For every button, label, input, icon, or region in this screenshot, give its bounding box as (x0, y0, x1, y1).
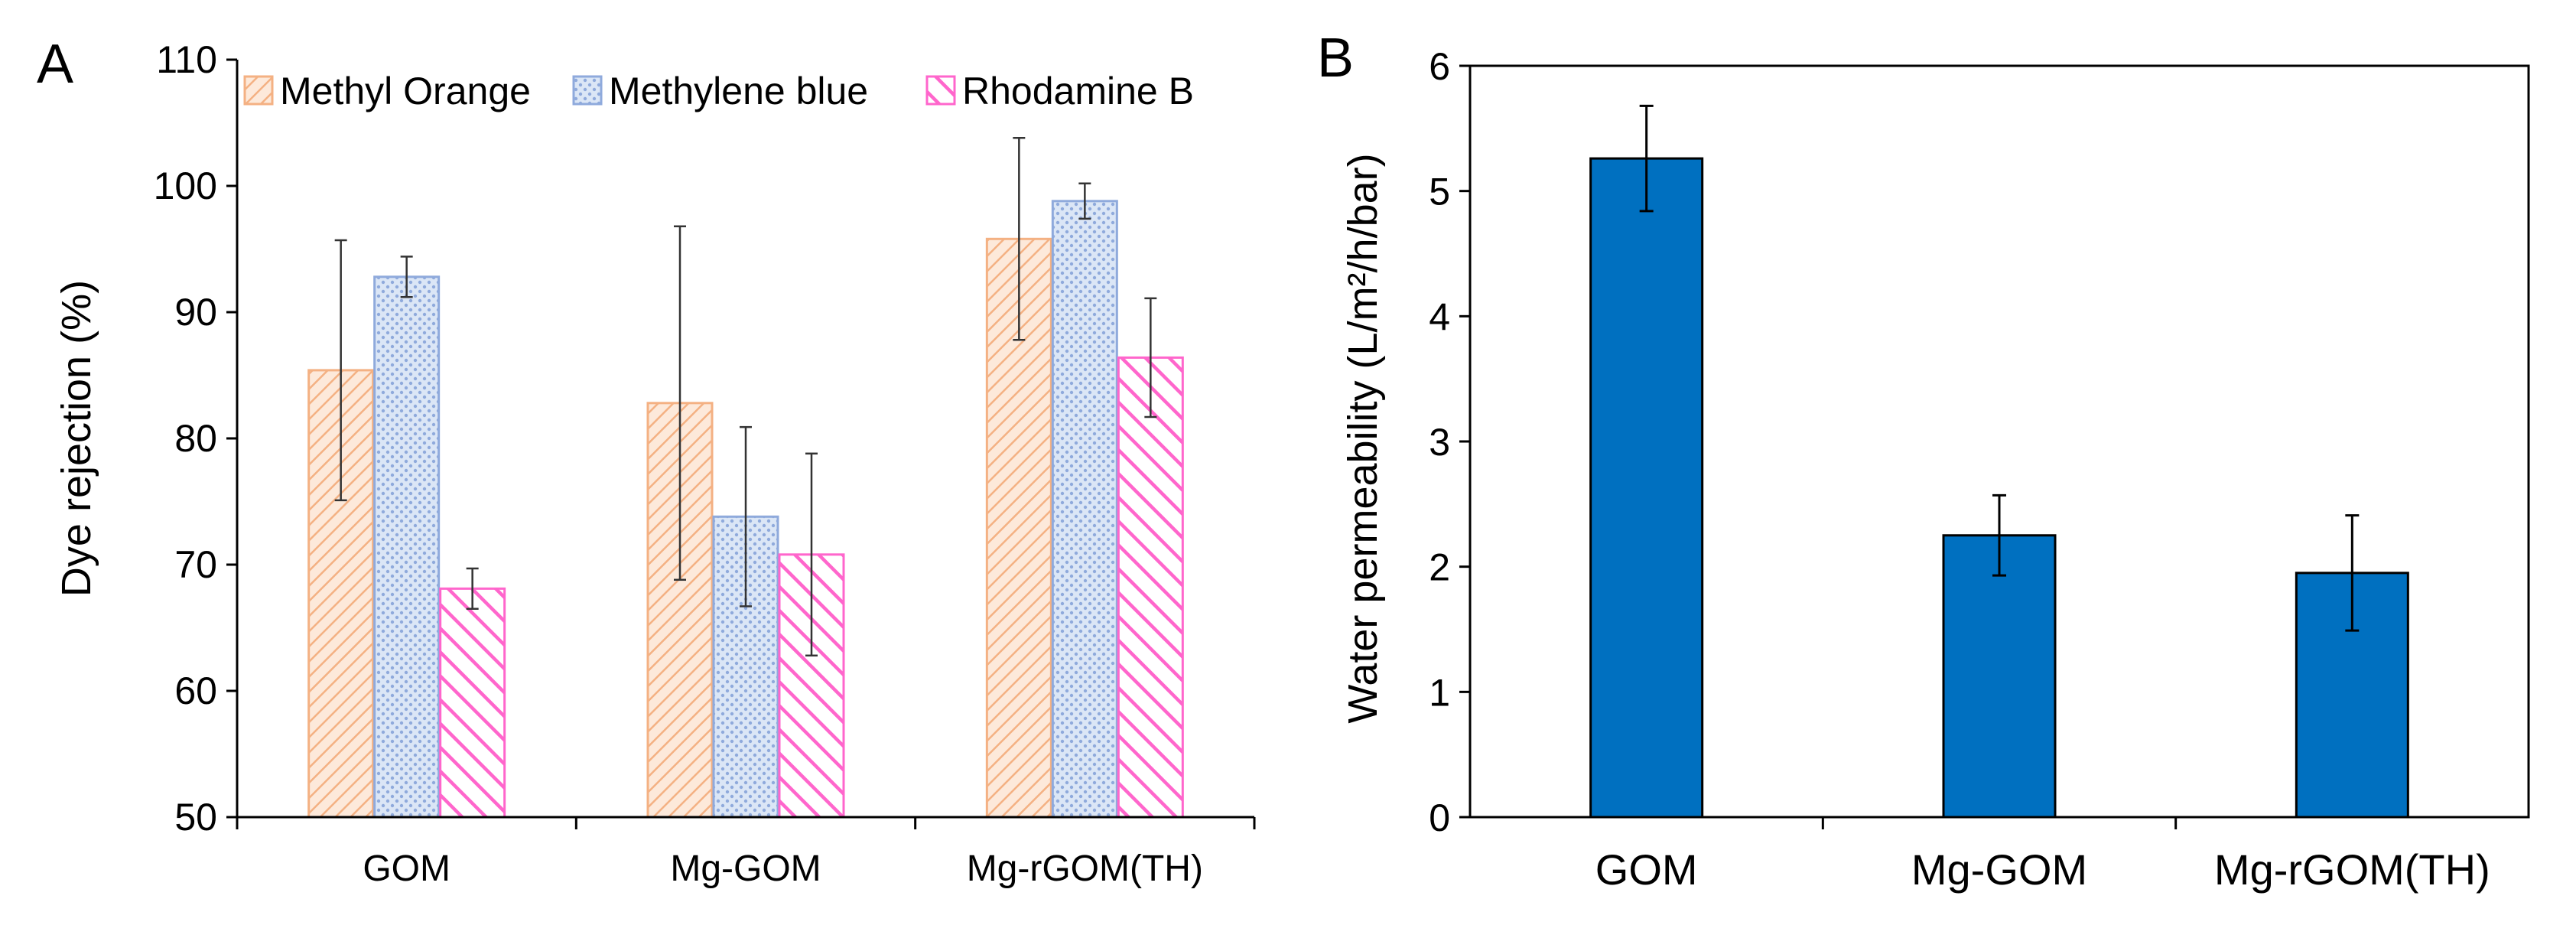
chart-b-category-label: GOM (1595, 845, 1698, 894)
chart-a-bar (439, 587, 506, 819)
chart-a-y-tick-label: 90 (174, 291, 217, 334)
chart-a-bar (646, 402, 714, 819)
chart-a-legend: Methyl Orange Methylene blue Rhodamine B (243, 70, 1194, 112)
chart-a-legend-swatch (925, 75, 956, 106)
chart-a-category-label: Mg-GOM (670, 848, 821, 889)
chart-b-y-tick-label: 0 (1429, 796, 1450, 839)
chart-a-bar (1117, 356, 1184, 819)
chart-a-legend-swatch (243, 75, 274, 106)
chart-a-y-tick-label: 100 (154, 164, 217, 207)
chart-a-y-tick-label: 50 (174, 796, 217, 839)
chart-a-legend-swatch (572, 75, 603, 106)
chart-b-bar (1589, 157, 1704, 819)
chart-a-y-tick-label: 60 (174, 669, 217, 712)
panel-label-b: B (1317, 28, 1354, 89)
chart-a-category-label: Mg-rGOM(TH) (967, 848, 1203, 889)
chart-b: 0 1 2 3 4 5 6 GOM Mg-GOM Mg-rGOM(TH) Water permea… (1340, 45, 2530, 894)
chart-b-error-bars (1639, 104, 2360, 632)
chart-a-ticks: 50 60 70 80 90 100 110 GOM Mg-GOM Mg-rGOM(TH) (154, 38, 1256, 889)
chart-a-y-axis-label: Dye rejection (%) (54, 280, 99, 597)
chart-a-category-label: GOM (363, 848, 450, 889)
chart-b-category-label: Mg-rGOM(TH) (2214, 845, 2490, 894)
chart-b-y-axis-label: Water permeability (L/m²/h/bar) (1340, 153, 1386, 723)
chart-a-y-tick-label: 110 (156, 38, 217, 81)
panel-label-a: A (37, 34, 73, 95)
chart-b-bar (1942, 534, 2057, 819)
chart-b-y-tick-label: 6 (1429, 45, 1450, 88)
chart-b-y-tick-label: 5 (1429, 171, 1450, 213)
chart-a: 50 60 70 80 90 100 110 GOM Mg-GOM Mg-rGOM(TH) Dye… (54, 38, 1256, 889)
chart-b-y-tick-label: 2 (1429, 546, 1450, 589)
chart-b-bars (1589, 157, 2409, 819)
chart-a-bar (1051, 200, 1118, 819)
chart-a-legend-label: Rhodamine B (962, 70, 1194, 112)
chart-a-y-tick-label: 80 (174, 417, 217, 460)
chart-a-error-bars (334, 137, 1157, 657)
chart-a-bar (373, 275, 441, 819)
chart-a-y-tick-label: 70 (174, 543, 217, 586)
chart-a-legend-label: Methylene blue (609, 70, 868, 112)
chart-b-category-label: Mg-GOM (1911, 845, 2087, 894)
chart-b-y-tick-label: 1 (1429, 671, 1450, 714)
chart-a-legend-label: Methyl Orange (280, 70, 531, 112)
chart-b-y-tick-label: 4 (1429, 295, 1450, 338)
chart-b-ticks: 0 1 2 3 4 5 6 GOM Mg-GOM Mg-rGOM(TH) (1429, 45, 2490, 894)
chart-b-y-tick-label: 3 (1429, 421, 1450, 464)
